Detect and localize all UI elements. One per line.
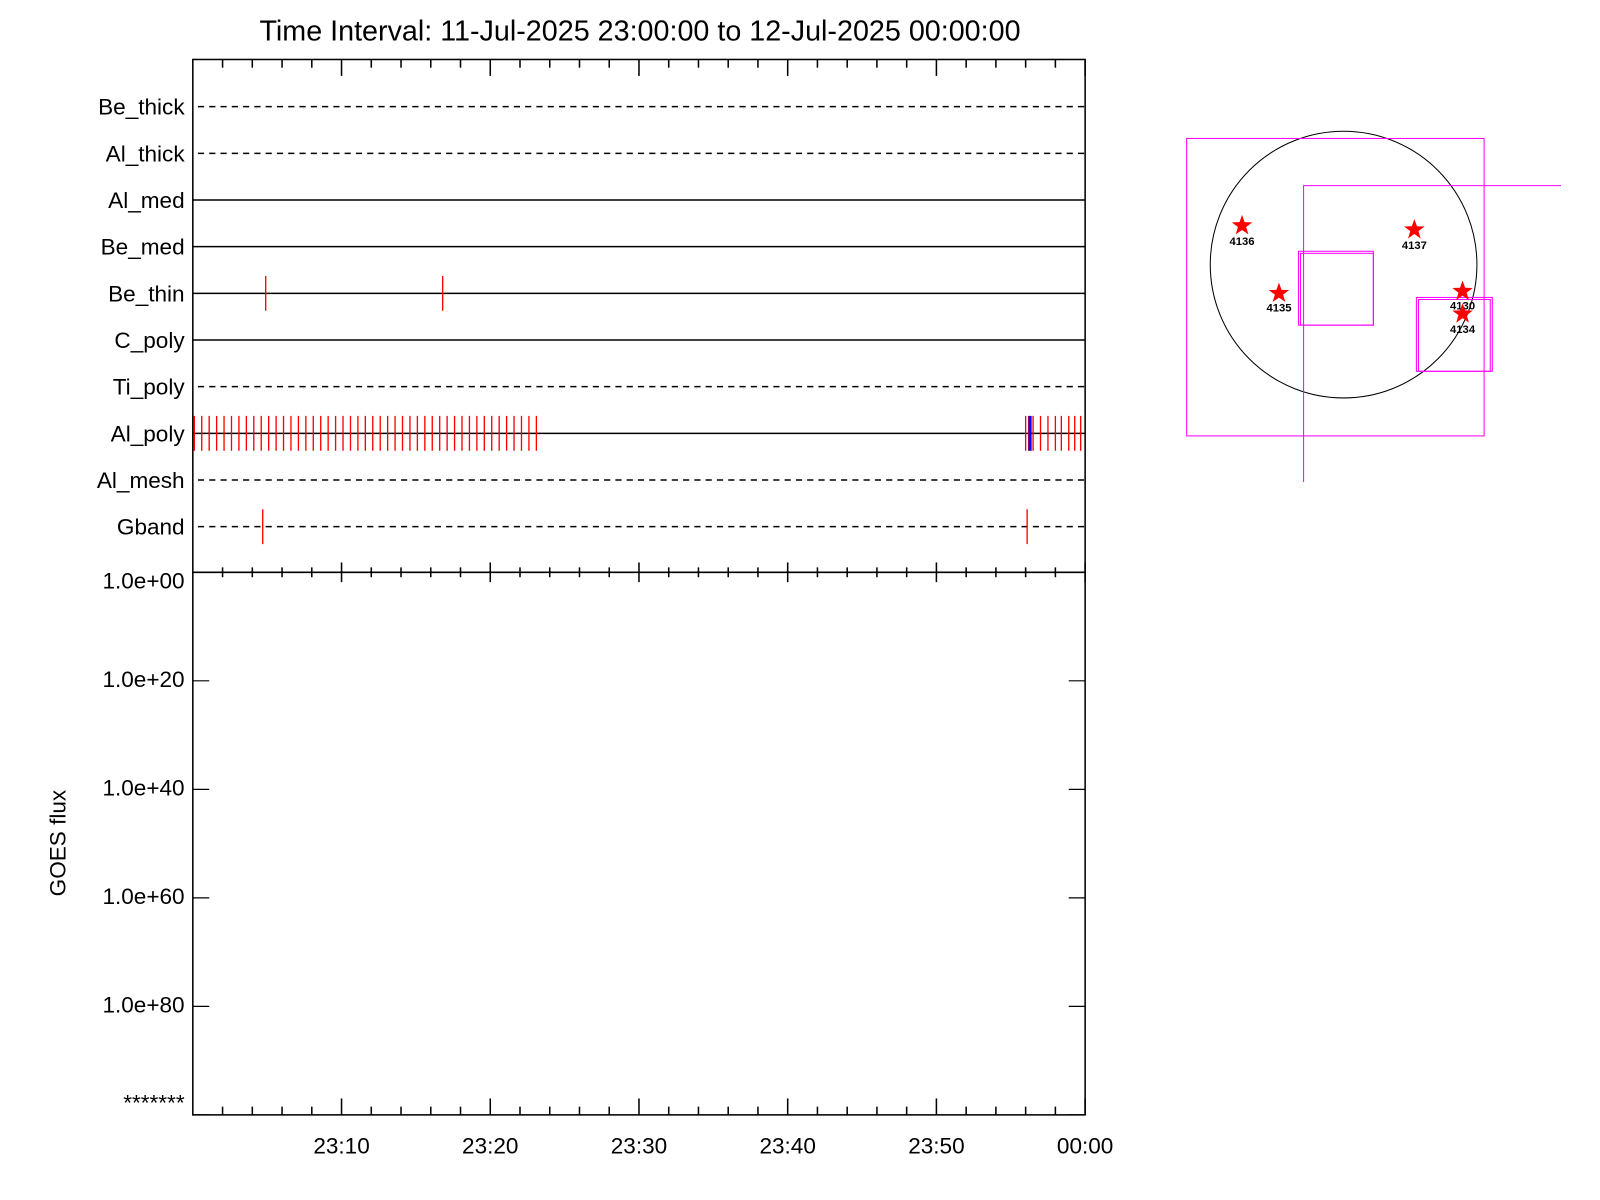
row-label: Gband — [117, 515, 185, 540]
row-label: Ti_poly — [113, 375, 186, 400]
fov-box — [1186, 137, 1485, 437]
timeline-frame — [192, 58, 1086, 574]
x-tick-label: 23:10 — [313, 1134, 369, 1159]
y-tick-label: 1.0e+40 — [102, 775, 184, 800]
fov-box — [1303, 185, 1562, 483]
y-axis-label: GOES flux — [45, 789, 70, 896]
y-tick-label: 1.0e+20 — [102, 667, 184, 692]
row-label: Al_med — [108, 188, 184, 213]
row-label: Be_med — [101, 235, 185, 260]
row-label: Al_mesh — [97, 468, 185, 493]
region-label: 4137 — [1402, 240, 1427, 252]
fov-box — [1300, 252, 1374, 326]
sun-map: 4136 4137 4135 4130 4134 — [1186, 130, 1562, 483]
fov-box — [1297, 250, 1374, 326]
row-label: C_poly — [114, 328, 185, 353]
x-tick-label: 23:40 — [759, 1134, 815, 1159]
x-tick-label: 23:20 — [462, 1134, 518, 1159]
y-tick-label: 1.0e+00 — [102, 569, 184, 594]
y-tick-label: 1.0e+80 — [102, 992, 184, 1017]
y-tick-label: 1.0e+60 — [102, 884, 184, 909]
x-tick-label: 23:50 — [908, 1134, 964, 1159]
region-star — [1268, 282, 1290, 303]
chart-title: Time Interval: 11-Jul-2025 23:00:00 to 1… — [259, 15, 1020, 47]
region-star — [1404, 218, 1425, 239]
x-tick-label: 00:00 — [1057, 1134, 1113, 1159]
flux-frame — [192, 571, 1086, 1116]
region-star — [1231, 214, 1253, 235]
row-label: Be_thin — [108, 281, 184, 306]
row-label: Al_poly — [111, 421, 186, 446]
y-tick-label: ******* — [123, 1091, 185, 1116]
row-label: Be_thick — [98, 95, 185, 120]
solar-disk — [1209, 130, 1478, 399]
region-label: 4134 — [1450, 324, 1476, 336]
fov-box — [1417, 298, 1491, 372]
x-tick-label: 23:30 — [611, 1134, 667, 1159]
region-star — [1452, 280, 1473, 300]
region-star — [1452, 303, 1473, 323]
region-label: 4136 — [1230, 236, 1255, 248]
row-label: Al_thick — [106, 141, 186, 166]
region-label: 4135 — [1266, 303, 1291, 315]
